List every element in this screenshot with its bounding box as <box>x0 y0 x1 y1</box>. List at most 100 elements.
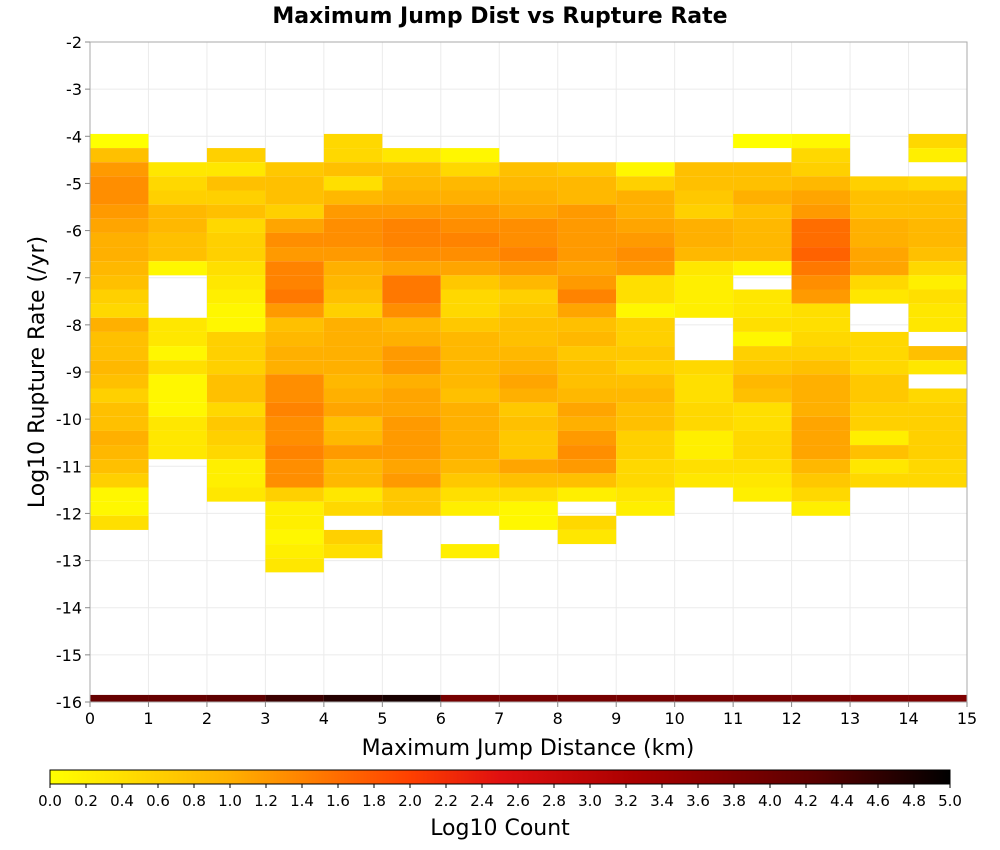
heatmap-cell <box>791 331 851 347</box>
colorbar-tick-label: 4.8 <box>902 792 926 810</box>
colorbar-tick-label: 2.2 <box>434 792 458 810</box>
heatmap-cell <box>206 162 266 177</box>
heatmap-cell-bottom-row <box>791 694 851 702</box>
heatmap-cell <box>382 190 441 205</box>
heatmap-cell <box>90 515 149 530</box>
heatmap-cell <box>557 473 617 488</box>
heatmap-cell <box>90 473 149 488</box>
heatmap-cell <box>674 289 734 304</box>
heatmap-cell <box>148 402 207 417</box>
heatmap-cell <box>90 303 149 318</box>
heatmap-cell <box>440 162 500 177</box>
heatmap-cell <box>499 445 558 460</box>
heatmap-cell <box>382 303 441 318</box>
heatmap-cell <box>382 218 441 233</box>
heatmap-cell <box>90 402 149 417</box>
heatmap-cell <box>616 346 675 361</box>
x-tick-label: 4 <box>319 709 329 728</box>
heatmap-cell <box>206 204 266 219</box>
heatmap-cell <box>90 374 149 389</box>
heatmap-cell <box>265 402 324 417</box>
heatmap-cell <box>616 473 675 488</box>
heatmap-cell <box>908 459 967 474</box>
heatmap-cell <box>382 204 441 219</box>
heatmap-cell <box>908 176 967 191</box>
heatmap-cell <box>674 162 734 177</box>
heatmap-cell <box>791 430 851 446</box>
x-tick-label: 1 <box>143 709 153 728</box>
heatmap-cell <box>90 459 149 474</box>
heatmap-cell <box>733 176 792 191</box>
heatmap-cell <box>440 190 500 205</box>
y-tick-label: -16 <box>56 693 82 712</box>
colorbar-tick-label: 0.4 <box>110 792 134 810</box>
heatmap-cell <box>850 402 909 417</box>
heatmap-cell <box>382 360 441 375</box>
y-tick-label: -2 <box>66 33 82 52</box>
heatmap-cell <box>616 501 675 516</box>
heatmap-cell <box>148 261 207 276</box>
colorbar-ticks: 0.0 0.2 0.4 0.6 0.8 1.0 1.2 1.4 1.6 1.8 2.0 2.2 2.4 2… <box>38 784 962 810</box>
heatmap-cell <box>148 331 207 347</box>
heatmap-cell <box>148 190 207 205</box>
x-tick-label: 5 <box>377 709 387 728</box>
heatmap-cell <box>148 360 207 375</box>
heatmap-cell <box>148 346 207 361</box>
heatmap-cell <box>323 529 383 545</box>
heatmap-cell <box>557 459 617 474</box>
heatmap-cell <box>850 275 909 290</box>
colorbar-label: Log10 Count <box>430 816 570 841</box>
heatmap-cell <box>616 232 675 248</box>
colorbar-tick-label: 2.4 <box>470 792 494 810</box>
heatmap-cell <box>323 388 383 403</box>
heatmap-cell <box>382 416 441 431</box>
heatmap-cell <box>440 360 500 375</box>
heatmap-cell <box>90 388 149 403</box>
heatmap-cell <box>323 190 383 205</box>
heatmap-cell <box>733 247 792 262</box>
heatmap-cell-bottom-row <box>206 694 266 702</box>
heatmap-cell <box>440 176 500 191</box>
heatmap-cell <box>148 162 207 177</box>
heatmap-cell <box>499 487 558 502</box>
heatmap-cell <box>90 261 149 276</box>
heatmap-cell <box>733 346 792 361</box>
heatmap-cell <box>616 303 675 318</box>
heatmap-cell <box>206 317 266 332</box>
heatmap-cell <box>557 317 617 332</box>
heatmap-cell <box>440 445 500 460</box>
heatmap-cell <box>323 162 383 177</box>
x-tick-label: 2 <box>202 709 212 728</box>
heatmap-cell <box>557 303 617 318</box>
heatmap-cell <box>382 346 441 361</box>
heatmap-cell <box>323 374 383 389</box>
heatmap-cell <box>791 501 851 516</box>
heatmap-cell <box>674 261 734 276</box>
heatmap-cell <box>440 289 500 304</box>
heatmap-cell <box>206 416 266 431</box>
heatmap-cell <box>791 346 851 361</box>
heatmap-cell <box>908 204 967 219</box>
heatmap-cell <box>616 416 675 431</box>
heatmap-cell <box>440 218 500 233</box>
heatmap-cell <box>557 374 617 389</box>
heatmap-cell <box>557 162 617 177</box>
heatmap-cell <box>733 445 792 460</box>
heatmap-cell <box>616 487 675 502</box>
heatmap-cell <box>557 529 617 545</box>
heatmap-cell <box>323 473 383 488</box>
heatmap-cell <box>206 473 266 488</box>
heatmap-cell <box>148 176 207 191</box>
heatmap-cell-bottom-row <box>908 694 967 702</box>
heatmap-cell <box>557 190 617 205</box>
heatmap-cell <box>791 176 851 191</box>
heatmap-cell <box>382 459 441 474</box>
colorbar-tick-label: 4.2 <box>794 792 818 810</box>
x-tick-label: 11 <box>723 709 743 728</box>
heatmap-cell <box>265 558 324 573</box>
heatmap-cell <box>791 261 851 276</box>
heatmap-cell <box>90 247 149 262</box>
colorbar-tick-label: 4.6 <box>866 792 890 810</box>
colorbar-tick-label: 1.8 <box>362 792 386 810</box>
heatmap-cell <box>206 275 266 290</box>
